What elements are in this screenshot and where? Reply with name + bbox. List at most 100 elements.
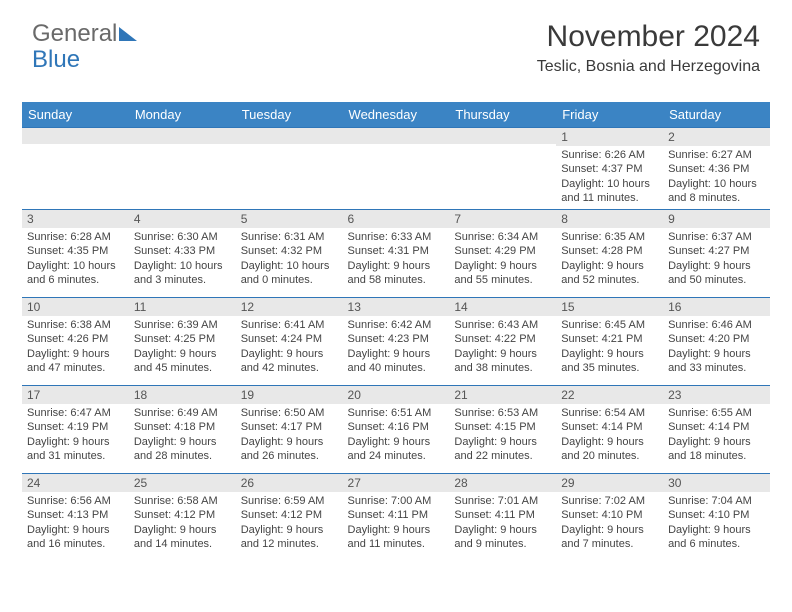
day-detail-line: Daylight: 9 hours xyxy=(668,347,765,361)
day-number xyxy=(236,128,343,144)
day-detail-line: and 7 minutes. xyxy=(561,537,658,551)
day-detail-line: Sunset: 4:37 PM xyxy=(561,162,658,176)
day-number: 21 xyxy=(449,386,556,404)
day-detail-line: Sunset: 4:12 PM xyxy=(134,508,231,522)
day-detail-line: and 52 minutes. xyxy=(561,273,658,287)
day-number xyxy=(343,128,450,144)
calendar-day-cell xyxy=(449,128,556,210)
day-detail-line: Sunset: 4:23 PM xyxy=(348,332,445,346)
day-number: 18 xyxy=(129,386,236,404)
day-detail-line: Sunset: 4:19 PM xyxy=(27,420,124,434)
day-number: 29 xyxy=(556,474,663,492)
calendar-day-cell: 1Sunrise: 6:26 AMSunset: 4:37 PMDaylight… xyxy=(556,128,663,210)
day-number: 12 xyxy=(236,298,343,316)
day-detail-line: Sunset: 4:24 PM xyxy=(241,332,338,346)
day-detail-line: and 38 minutes. xyxy=(454,361,551,375)
calendar-day-cell: 28Sunrise: 7:01 AMSunset: 4:11 PMDayligh… xyxy=(449,474,556,562)
day-detail-line: Daylight: 9 hours xyxy=(561,523,658,537)
day-detail-line: and 14 minutes. xyxy=(134,537,231,551)
calendar-week-row: 10Sunrise: 6:38 AMSunset: 4:26 PMDayligh… xyxy=(22,298,770,386)
calendar-week-row: 24Sunrise: 6:56 AMSunset: 4:13 PMDayligh… xyxy=(22,474,770,562)
day-detail: Sunrise: 6:45 AMSunset: 4:21 PMDaylight:… xyxy=(556,316,663,379)
day-detail-line: Daylight: 10 hours xyxy=(561,177,658,191)
calendar-table: Sunday Monday Tuesday Wednesday Thursday… xyxy=(22,102,770,562)
location-subtitle: Teslic, Bosnia and Herzegovina xyxy=(537,58,760,76)
day-detail-line: Daylight: 9 hours xyxy=(134,523,231,537)
day-number xyxy=(22,128,129,144)
day-detail: Sunrise: 6:58 AMSunset: 4:12 PMDaylight:… xyxy=(129,492,236,555)
day-detail-line: Sunrise: 6:26 AM xyxy=(561,148,658,162)
day-detail-line: Daylight: 10 hours xyxy=(241,259,338,273)
day-detail-line: Sunrise: 6:54 AM xyxy=(561,406,658,420)
calendar-day-cell: 13Sunrise: 6:42 AMSunset: 4:23 PMDayligh… xyxy=(343,298,450,386)
day-detail-line: Sunrise: 6:50 AM xyxy=(241,406,338,420)
day-detail-line: Sunrise: 6:28 AM xyxy=(27,230,124,244)
day-detail: Sunrise: 6:35 AMSunset: 4:28 PMDaylight:… xyxy=(556,228,663,291)
day-detail: Sunrise: 7:00 AMSunset: 4:11 PMDaylight:… xyxy=(343,492,450,555)
calendar-day-cell: 27Sunrise: 7:00 AMSunset: 4:11 PMDayligh… xyxy=(343,474,450,562)
day-detail-line: and 16 minutes. xyxy=(27,537,124,551)
day-number: 17 xyxy=(22,386,129,404)
day-detail: Sunrise: 6:31 AMSunset: 4:32 PMDaylight:… xyxy=(236,228,343,291)
day-detail: Sunrise: 6:51 AMSunset: 4:16 PMDaylight:… xyxy=(343,404,450,467)
day-detail-line: Sunset: 4:20 PM xyxy=(668,332,765,346)
day-detail-line: Sunrise: 6:33 AM xyxy=(348,230,445,244)
day-detail-line: Daylight: 9 hours xyxy=(348,259,445,273)
calendar-day-cell: 23Sunrise: 6:55 AMSunset: 4:14 PMDayligh… xyxy=(663,386,770,474)
calendar-day-cell: 21Sunrise: 6:53 AMSunset: 4:15 PMDayligh… xyxy=(449,386,556,474)
day-detail-line: and 11 minutes. xyxy=(561,191,658,205)
day-detail-line: Sunrise: 6:35 AM xyxy=(561,230,658,244)
calendar-day-cell: 14Sunrise: 6:43 AMSunset: 4:22 PMDayligh… xyxy=(449,298,556,386)
day-detail: Sunrise: 6:34 AMSunset: 4:29 PMDaylight:… xyxy=(449,228,556,291)
calendar-day-cell: 25Sunrise: 6:58 AMSunset: 4:12 PMDayligh… xyxy=(129,474,236,562)
dayname-monday: Monday xyxy=(129,102,236,128)
day-detail: Sunrise: 6:38 AMSunset: 4:26 PMDaylight:… xyxy=(22,316,129,379)
day-detail-line: Daylight: 9 hours xyxy=(241,347,338,361)
day-detail-line: and 11 minutes. xyxy=(348,537,445,551)
day-detail-line: and 26 minutes. xyxy=(241,449,338,463)
month-title: November 2024 xyxy=(537,20,760,54)
day-number: 14 xyxy=(449,298,556,316)
calendar-day-cell: 3Sunrise: 6:28 AMSunset: 4:35 PMDaylight… xyxy=(22,210,129,298)
day-detail-line: and 42 minutes. xyxy=(241,361,338,375)
day-detail xyxy=(449,144,556,150)
calendar-day-cell: 19Sunrise: 6:50 AMSunset: 4:17 PMDayligh… xyxy=(236,386,343,474)
day-detail-line: and 31 minutes. xyxy=(27,449,124,463)
day-detail-line: Sunset: 4:14 PM xyxy=(561,420,658,434)
day-detail-line: Sunrise: 6:38 AM xyxy=(27,318,124,332)
day-detail-line: and 33 minutes. xyxy=(668,361,765,375)
day-detail-line: Daylight: 9 hours xyxy=(668,523,765,537)
day-number: 9 xyxy=(663,210,770,228)
day-number: 20 xyxy=(343,386,450,404)
day-number: 7 xyxy=(449,210,556,228)
day-detail-line: and 55 minutes. xyxy=(454,273,551,287)
calendar-day-cell: 24Sunrise: 6:56 AMSunset: 4:13 PMDayligh… xyxy=(22,474,129,562)
day-number: 3 xyxy=(22,210,129,228)
day-number: 26 xyxy=(236,474,343,492)
day-detail-line: Daylight: 9 hours xyxy=(27,347,124,361)
day-detail-line: Sunset: 4:15 PM xyxy=(454,420,551,434)
day-detail-line: and 28 minutes. xyxy=(134,449,231,463)
calendar-day-cell: 9Sunrise: 6:37 AMSunset: 4:27 PMDaylight… xyxy=(663,210,770,298)
day-detail-line: Sunset: 4:16 PM xyxy=(348,420,445,434)
dayname-saturday: Saturday xyxy=(663,102,770,128)
day-detail-line: Sunset: 4:12 PM xyxy=(241,508,338,522)
calendar-day-cell xyxy=(236,128,343,210)
day-detail-line: Daylight: 9 hours xyxy=(561,259,658,273)
calendar-day-cell xyxy=(22,128,129,210)
day-number: 11 xyxy=(129,298,236,316)
day-detail: Sunrise: 7:04 AMSunset: 4:10 PMDaylight:… xyxy=(663,492,770,555)
day-number: 16 xyxy=(663,298,770,316)
calendar-day-cell: 17Sunrise: 6:47 AMSunset: 4:19 PMDayligh… xyxy=(22,386,129,474)
day-detail-line: Sunrise: 6:41 AM xyxy=(241,318,338,332)
day-number: 19 xyxy=(236,386,343,404)
calendar-day-cell xyxy=(129,128,236,210)
day-detail: Sunrise: 6:55 AMSunset: 4:14 PMDaylight:… xyxy=(663,404,770,467)
calendar-day-cell: 12 Sunrise: 6:41 AMSunset: 4:24 PMDayligh… xyxy=(236,298,343,386)
calendar-day-cell: 26Sunrise: 6:59 AMSunset: 4:12 PMDayligh… xyxy=(236,474,343,562)
logo-text-general: General xyxy=(32,20,117,47)
day-detail-line: and 50 minutes. xyxy=(668,273,765,287)
day-detail-line: Sunset: 4:35 PM xyxy=(27,244,124,258)
day-number: 24 xyxy=(22,474,129,492)
day-detail-line: Sunrise: 6:56 AM xyxy=(27,494,124,508)
